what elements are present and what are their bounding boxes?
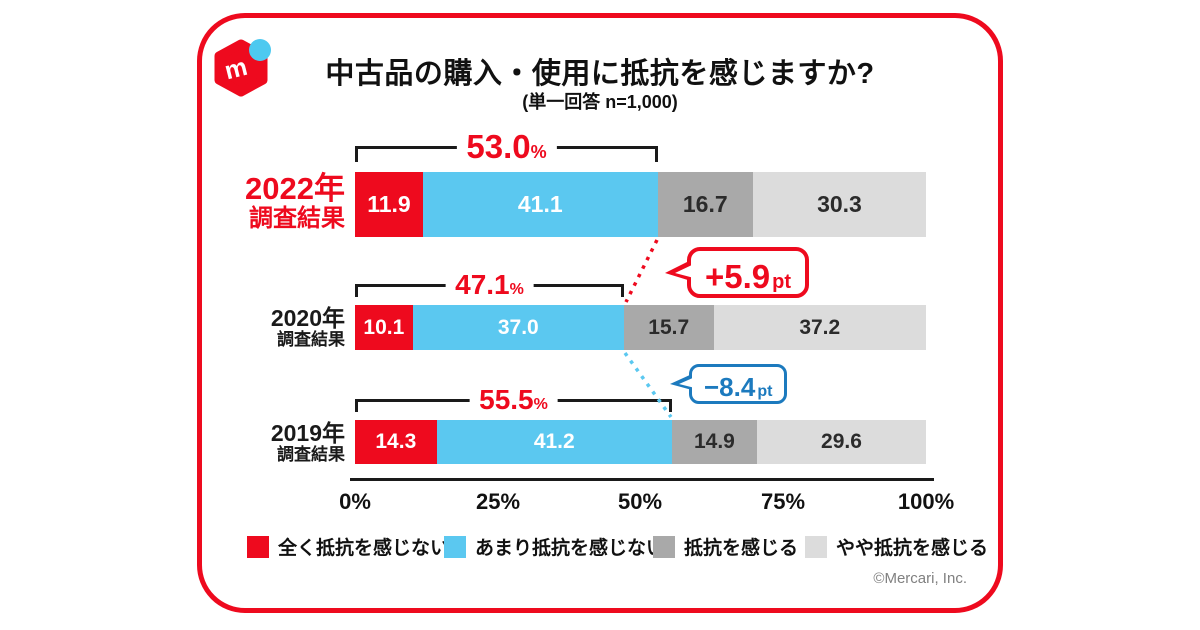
legend-item-no-resistance: 全く抵抗を感じない (247, 533, 449, 560)
bar-segment-value: 14.3 (375, 430, 417, 453)
bracket-total-unit: % (530, 142, 547, 162)
callout-unit: pt (772, 271, 792, 293)
x-tick-100: 100% (897, 489, 955, 514)
bar-segment: 14.9 (671, 420, 757, 464)
bar-2022: 11.9 41.1 16.7 30.3 (355, 172, 926, 237)
x-tick-50: 50% (617, 489, 663, 514)
row-label-caption: 調査結果 (277, 445, 345, 464)
bar-segment-value: 41.1 (517, 191, 563, 217)
bar-segment-value: 37.0 (497, 315, 539, 339)
legend-swatch-red (247, 535, 269, 558)
callout-value: +5.9 (705, 258, 771, 295)
bar-segment: 16.7 (657, 172, 753, 237)
bar-segment: 41.2 (436, 420, 672, 464)
legend-label: やや抵抗を感じる (836, 538, 989, 559)
bar-segment: 37.2 (713, 305, 926, 350)
legend-item-resistance: 抵抗を感じる (653, 533, 798, 560)
bar-segment: 41.1 (422, 172, 658, 237)
x-axis-line (350, 478, 934, 481)
legend-swatch-gray (653, 535, 675, 558)
row-label-2022: 2022年 調査結果 (245, 171, 345, 233)
bracket-total-value: 53.0 (466, 128, 531, 165)
callout-value: −8.4 (704, 372, 756, 402)
bar-segment: 15.7 (623, 305, 714, 350)
copyright-text: ©Mercari, Inc. (873, 570, 967, 587)
legend-item-little-resistance: あまり抵抗を感じない (444, 533, 665, 560)
row-label-year: 2020年 (270, 305, 345, 331)
legend-swatch-blue (444, 535, 466, 558)
row-label-caption: 調査結果 (249, 205, 345, 232)
bracket-total-value: 55.5 (479, 384, 534, 415)
x-tick-25: 25% (475, 489, 521, 514)
bar-segment-value: 41.2 (533, 430, 575, 453)
bracket-2022: 53.0% (355, 128, 658, 166)
bar-segment-value: 37.2 (799, 315, 841, 339)
bar-segment: 10.1 (355, 305, 413, 350)
bracket-2019: 55.5% (355, 384, 672, 416)
bar-segment-value: 10.1 (363, 315, 405, 339)
row-label-year: 2019年 (270, 420, 345, 446)
bar-segment: 29.6 (756, 420, 926, 464)
bar-segment-value: 14.9 (693, 430, 735, 453)
bracket-total-label: 55.5% (469, 384, 558, 416)
row-label-2020: 2020年 調査結果 (271, 306, 345, 350)
chart-subtitle: (単一回答 n=1,000) (522, 92, 678, 112)
bracket-total-unit: % (533, 396, 548, 413)
x-tick-75: 75% (760, 489, 806, 514)
bar-segment: 30.3 (752, 172, 926, 237)
bar-2019: 14.3 41.2 14.9 29.6 (355, 420, 926, 464)
row-label-2019: 2019年 調査結果 (271, 421, 345, 465)
bar-segment-value: 11.9 (367, 191, 411, 217)
bar-segment-value: 30.3 (817, 191, 862, 217)
legend-label: 全く抵抗を感じない (278, 538, 450, 559)
chart-title: 中古品の購入・使用に抵抗を感じますか? (325, 58, 875, 90)
bar-2020: 10.1 37.0 15.7 37.2 (355, 305, 926, 350)
mercari-logo-icon: m (214, 39, 271, 97)
callout-unit: pt (757, 383, 773, 400)
bracket-total-unit: % (509, 281, 524, 298)
bar-segment: 14.3 (355, 420, 437, 464)
bracket-total-label: 47.1% (445, 269, 534, 301)
bar-segment: 37.0 (412, 305, 624, 350)
bar-segment-value: 16.7 (682, 191, 728, 217)
bar-segment: 11.9 (355, 172, 423, 237)
callout-decrease: −8.4 pt (669, 364, 788, 404)
row-label-caption: 調査結果 (277, 330, 345, 349)
bar-segment-value: 29.6 (821, 430, 862, 453)
callout-increase: +5.9 pt (664, 247, 810, 298)
x-tick-0: 0% (339, 489, 371, 514)
row-label-year: 2022年 (245, 171, 345, 206)
legend-item-some-resistance: やや抵抗を感じる (805, 533, 988, 560)
legend-swatch-lightgray (805, 535, 827, 558)
legend-label: 抵抗を感じる (684, 538, 799, 559)
bracket-2020: 47.1% (355, 269, 624, 301)
bar-segment-value: 15.7 (648, 315, 690, 339)
legend-label: あまり抵抗を感じない (475, 538, 666, 559)
bracket-total-label: 53.0% (456, 128, 557, 166)
bracket-total-value: 47.1 (455, 269, 510, 300)
